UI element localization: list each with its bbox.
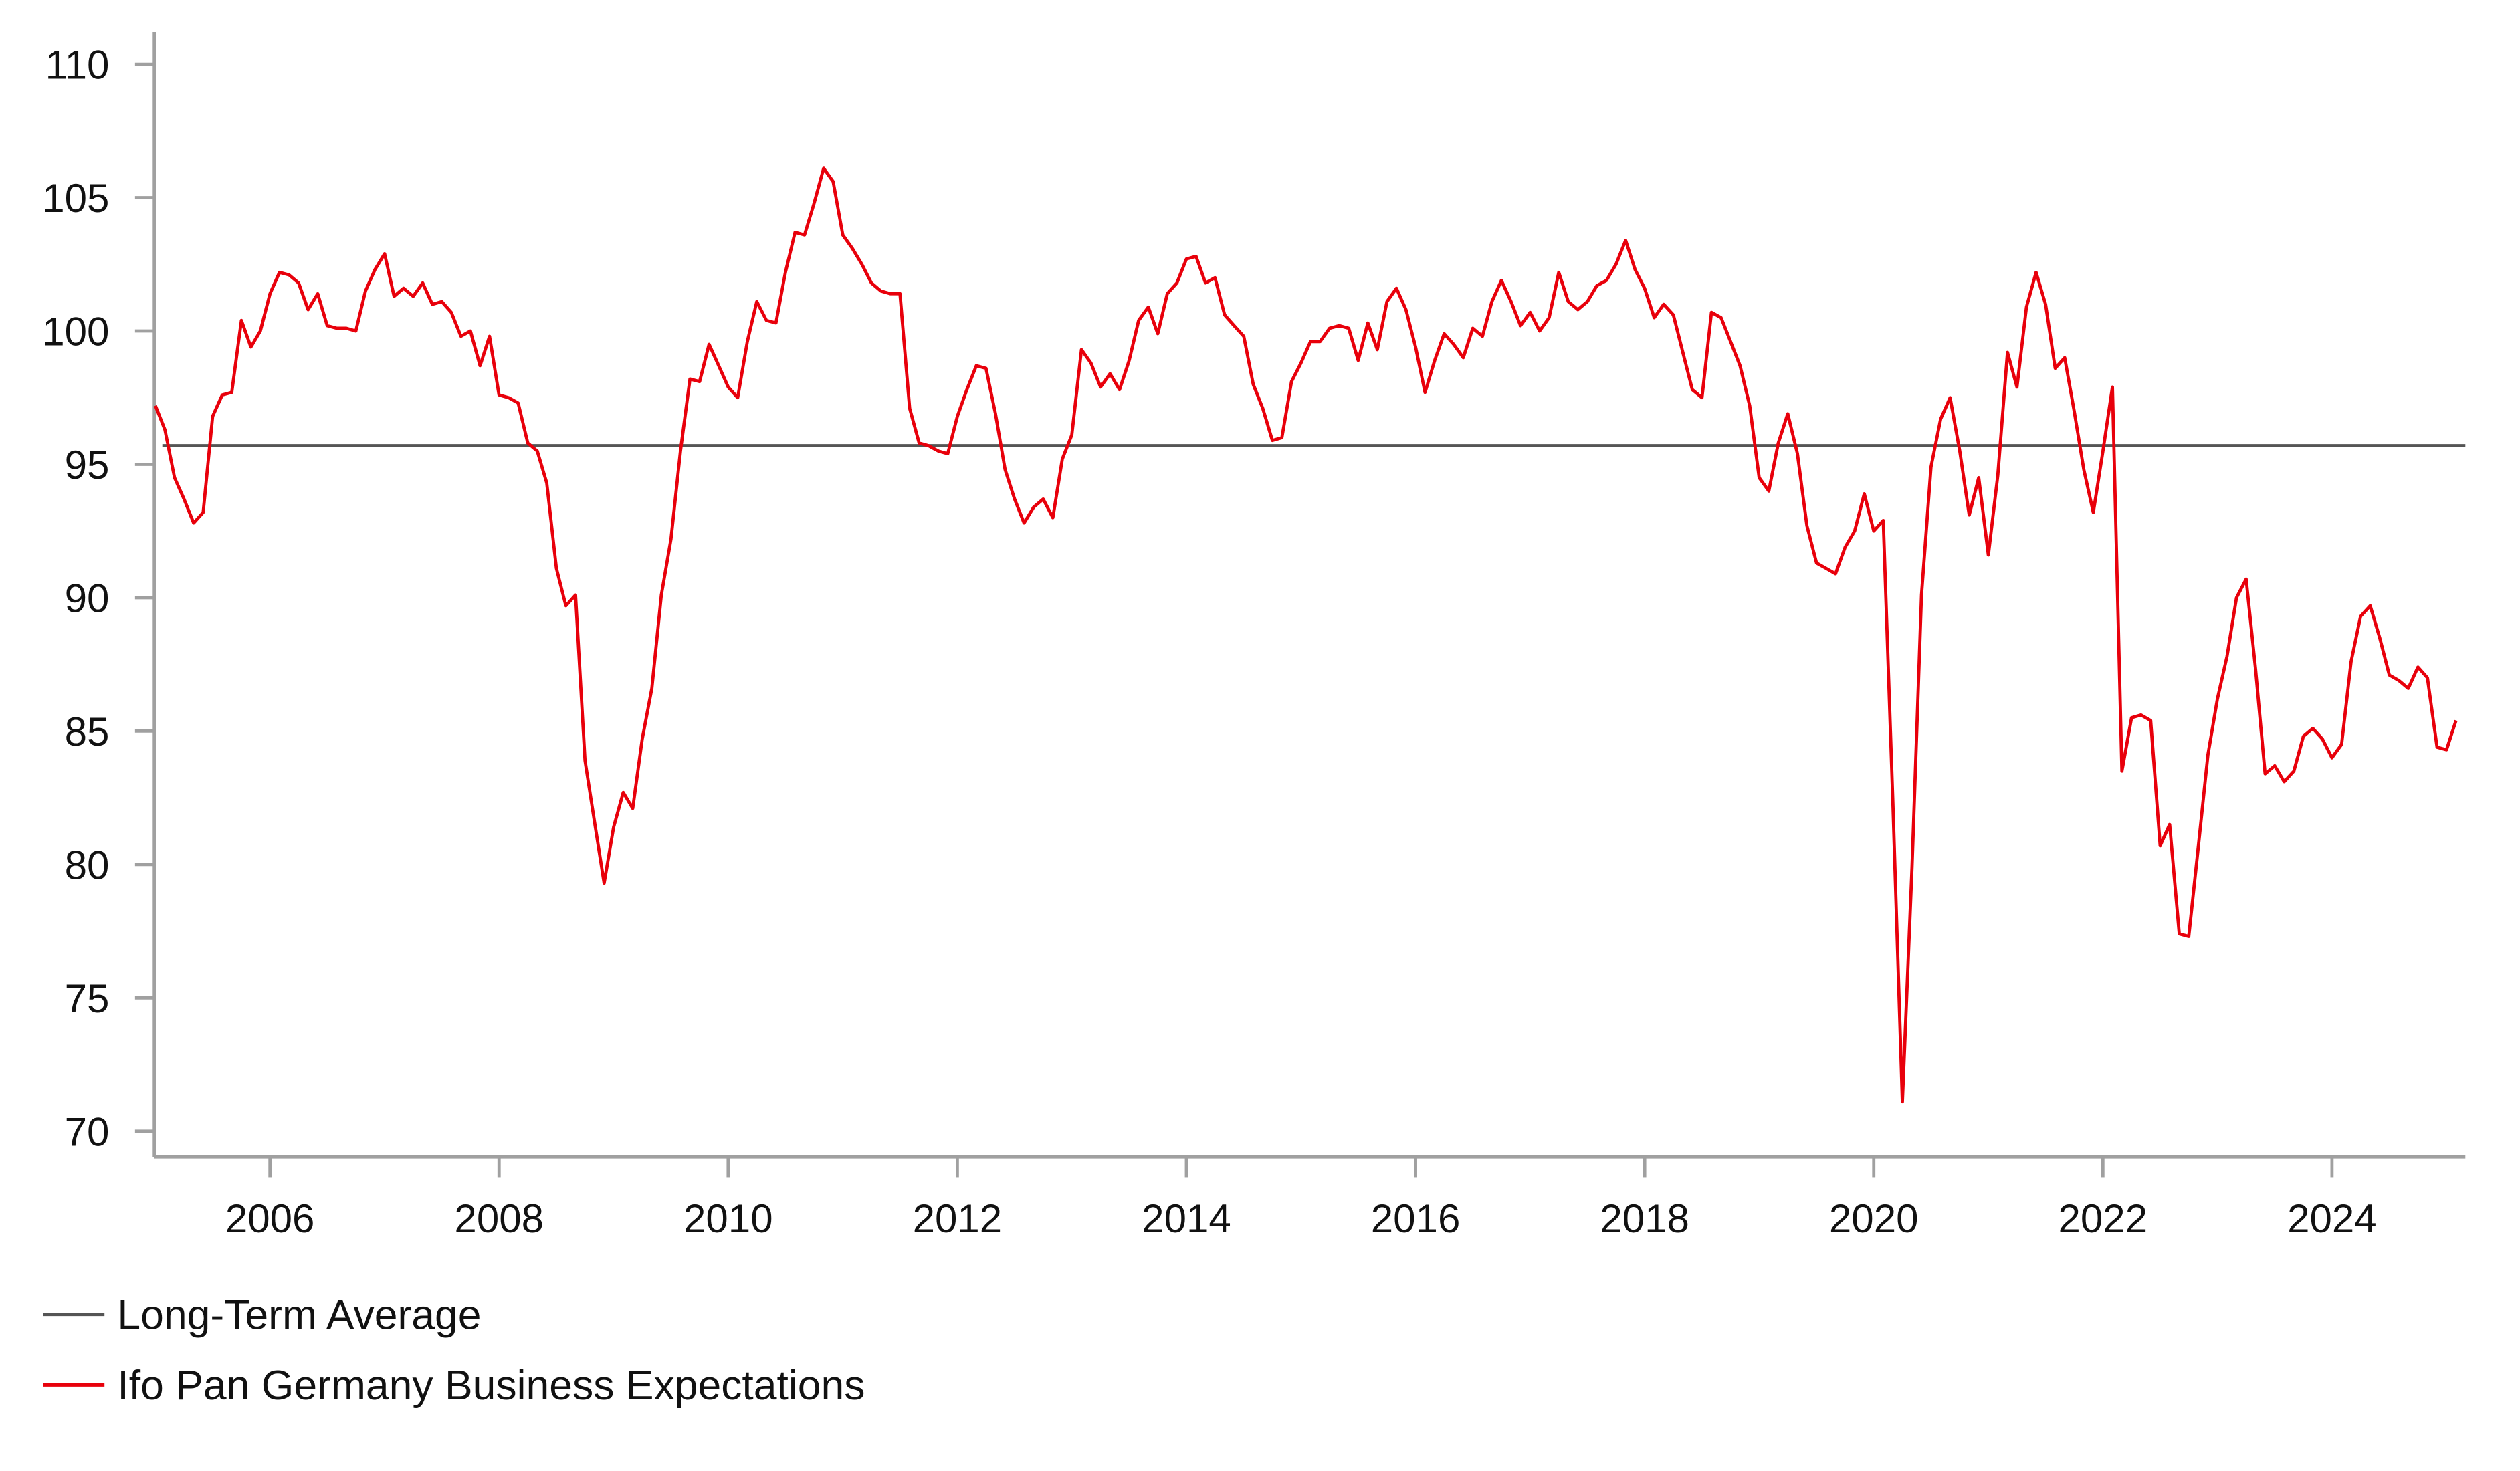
y-tick-label: 110 bbox=[45, 43, 110, 88]
legend-label: Ifo Pan Germany Business Expectations bbox=[117, 1362, 865, 1409]
y-tick-label: 85 bbox=[65, 709, 110, 754]
x-tick-label: 2022 bbox=[2058, 1196, 2147, 1241]
x-tick-label: 2016 bbox=[1371, 1196, 1461, 1241]
x-tick-label: 2018 bbox=[1600, 1196, 1689, 1241]
legend: Long-Term Average Ifo Pan Germany Busine… bbox=[43, 1291, 865, 1409]
y-tick-label: 80 bbox=[65, 842, 110, 887]
y-ticks: 70 75 80 85 90 95 100 105 110 bbox=[42, 43, 154, 1154]
x-tick-label: 2010 bbox=[684, 1196, 773, 1241]
series-group bbox=[154, 166, 2466, 1104]
legend-item-ifo-expectations: Ifo Pan Germany Business Expectations bbox=[43, 1362, 865, 1409]
y-tick-label: 90 bbox=[65, 576, 110, 621]
y-tick-label: 95 bbox=[65, 443, 110, 487]
y-tick-label: 100 bbox=[42, 310, 109, 354]
y-tick-label: 105 bbox=[42, 176, 109, 221]
legend-item-long-term-average: Long-Term Average bbox=[43, 1291, 481, 1338]
ifo-expectations-line bbox=[154, 166, 2458, 1104]
x-tick-label: 2020 bbox=[1829, 1196, 1919, 1241]
legend-label: Long-Term Average bbox=[117, 1291, 481, 1338]
x-tick-label: 2008 bbox=[454, 1196, 544, 1241]
y-tick-label: 70 bbox=[65, 1109, 110, 1154]
x-tick-label: 2024 bbox=[2287, 1196, 2377, 1241]
x-tick-label: 2006 bbox=[225, 1196, 315, 1241]
x-ticks: 2006 2008 2010 2012 2014 2016 2018 2020 2022 2024 bbox=[225, 1157, 2377, 1241]
x-tick-label: 2014 bbox=[1142, 1196, 1231, 1241]
x-tick-label: 2012 bbox=[913, 1196, 1003, 1241]
axes bbox=[152, 32, 2466, 1159]
y-tick-label: 75 bbox=[65, 976, 110, 1021]
